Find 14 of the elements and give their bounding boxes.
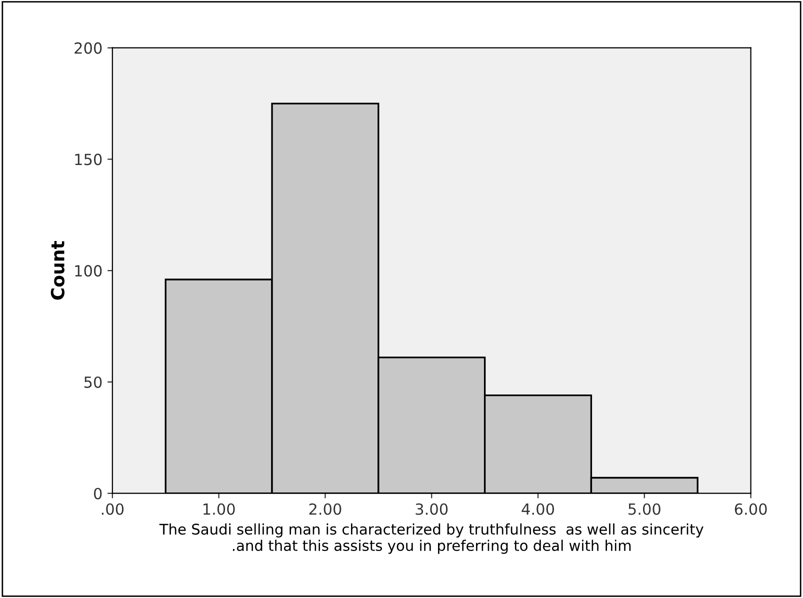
x-tick-label: .00 [102, 503, 124, 515]
x-tick-label: 1.00 [203, 503, 235, 515]
x-tick-label: 2.00 [309, 503, 342, 515]
y-tick-label: 100 [75, 265, 102, 277]
y-tick-label: 200 [74, 42, 102, 54]
x-tick-label: 6.00 [734, 503, 767, 515]
x-tick-label: 5.00 [628, 503, 660, 515]
y-tick-label: 50 [84, 376, 102, 388]
y-axis-title: Count [50, 241, 64, 300]
x-axis-title: The Saudi selling man is characterized by truthfulness as well as sincerity .and that this assists you in preferring to deal with him [159, 523, 704, 554]
x-tick-label: 3.00 [416, 503, 448, 515]
y-tick-label: 150 [75, 154, 102, 166]
x-tick-label: 4.00 [522, 503, 554, 515]
y-tick-label: 0 [94, 488, 102, 500]
